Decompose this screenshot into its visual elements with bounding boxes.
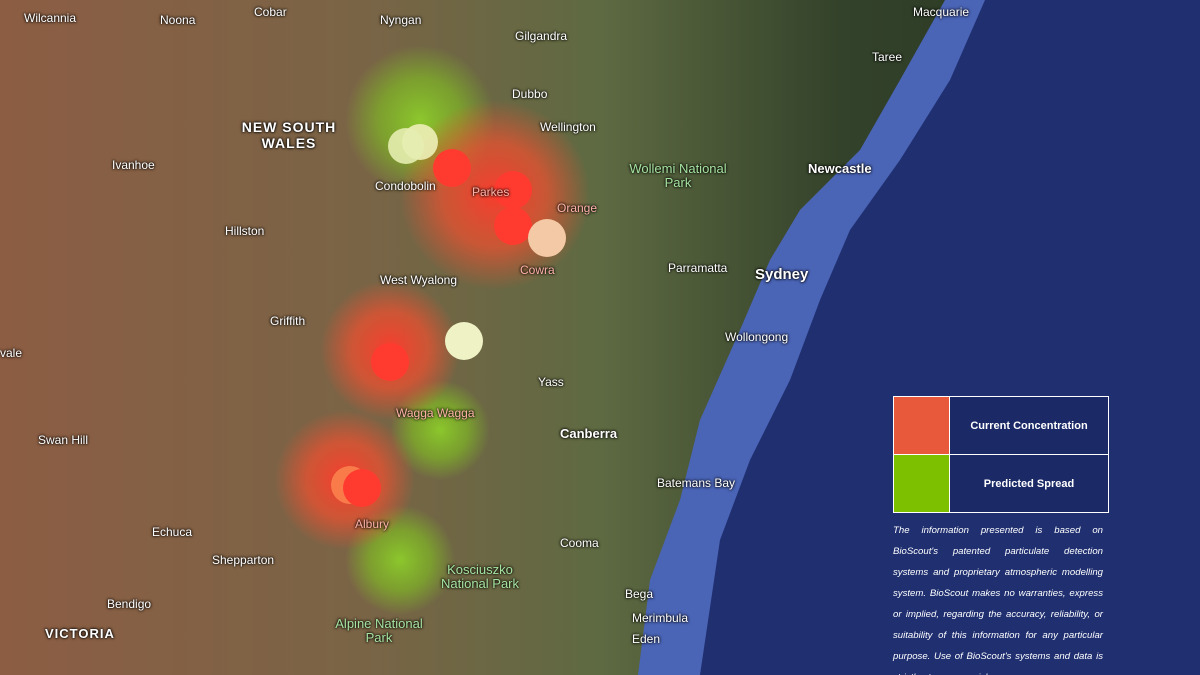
- place-label: Parkes: [472, 185, 510, 199]
- legend-swatch: [894, 397, 950, 454]
- place-label: vale: [0, 346, 23, 360]
- place-label: Cobar: [254, 5, 287, 19]
- place-label: Bega: [625, 587, 654, 601]
- place-label: Albury: [355, 517, 390, 531]
- park-label: Alpine National Park: [335, 616, 423, 645]
- place-label: Wilcannia: [24, 11, 77, 25]
- park-label: Wollemi National Park: [629, 161, 727, 190]
- legend-label: Predicted Spread: [950, 455, 1108, 512]
- region-label: VICTORIA: [45, 626, 115, 641]
- place-label: Orange: [557, 201, 598, 215]
- place-label: Condobolin: [375, 179, 436, 193]
- place-label: Eden: [632, 632, 661, 646]
- place-label: Batemans Bay: [657, 476, 736, 490]
- place-label: Ivanhoe: [112, 158, 155, 172]
- place-label: Cowra: [520, 263, 555, 277]
- place-label: Noona: [160, 13, 196, 27]
- markers: [331, 124, 566, 507]
- place-label: Merimbula: [632, 611, 689, 625]
- place-label: Dubbo: [512, 87, 548, 101]
- place-label: Parramatta: [668, 261, 728, 275]
- place-label: Bendigo: [107, 597, 152, 611]
- place-label: Yass: [538, 375, 564, 389]
- place-label: Cooma: [560, 536, 599, 550]
- place-label: Swan Hill: [38, 433, 89, 447]
- place-label: Nyngan: [380, 13, 422, 27]
- park-label: Kosciuszko National Park: [440, 562, 520, 591]
- place-label: Shepparton: [212, 553, 275, 567]
- place-label: Sydney: [755, 266, 809, 283]
- place-label: Taree: [872, 50, 903, 64]
- place-label: West Wyalong: [380, 273, 458, 287]
- place-label: Hillston: [225, 224, 265, 238]
- legend: Current Concentration Predicted Spread: [893, 396, 1109, 513]
- place-label: Gilgandra: [515, 29, 568, 43]
- place-label: Macquarie: [913, 5, 970, 19]
- region-label: NEW SOUTH WALES: [241, 119, 337, 151]
- legend-label: Current Concentration: [950, 397, 1108, 454]
- place-label: Wollongong: [725, 330, 789, 344]
- place-label: Newcastle: [808, 161, 872, 176]
- place-label: Wellington: [540, 120, 596, 134]
- place-label: Echuca: [152, 525, 193, 539]
- place-label: Wagga Wagga: [396, 406, 475, 420]
- disclaimer: The information presented is based on Bi…: [893, 525, 1103, 675]
- place-label: Canberra: [560, 426, 618, 441]
- place-label: Griffith: [270, 314, 306, 328]
- legend-swatch: [894, 455, 950, 512]
